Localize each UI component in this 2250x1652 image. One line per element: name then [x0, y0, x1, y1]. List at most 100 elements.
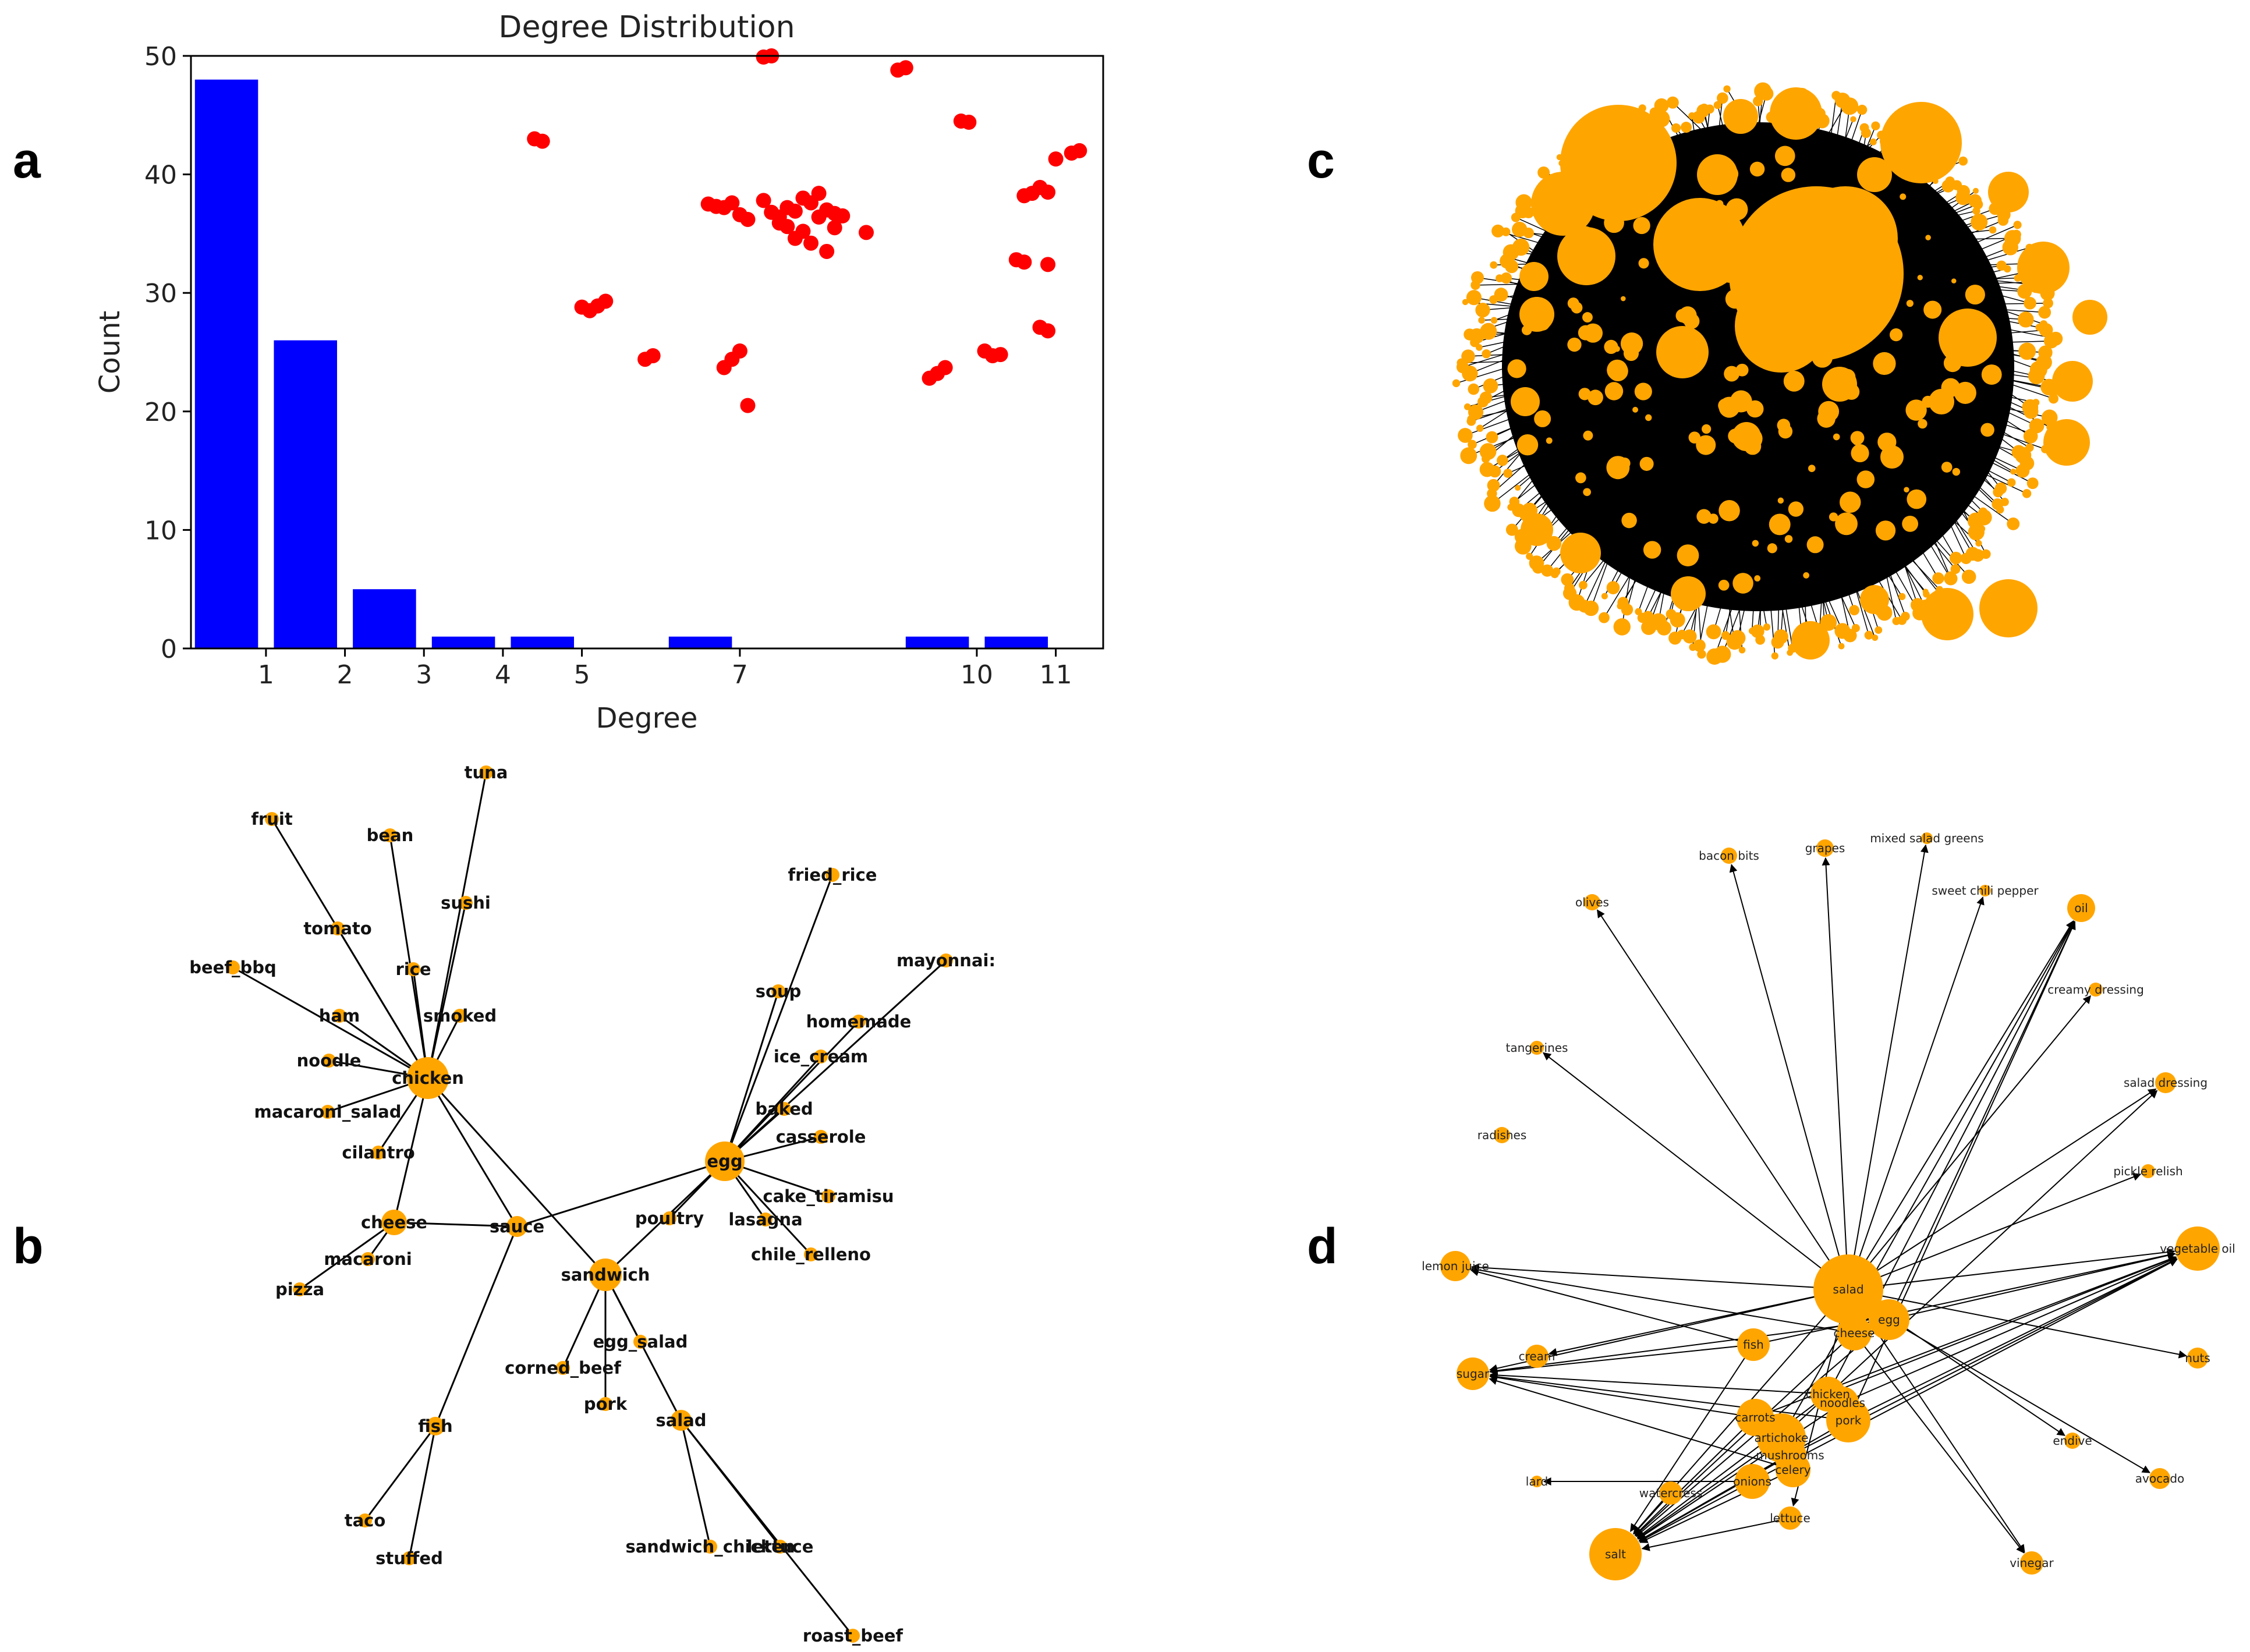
edge-salad-oil	[1848, 920, 2074, 1290]
network-node	[1932, 572, 1944, 584]
node-label-olives: olives	[1575, 895, 1609, 909]
network-node	[1552, 567, 1561, 576]
node-label-egg: egg	[1878, 1313, 1900, 1327]
node-label-sushi: sushi	[441, 893, 491, 913]
node-label-lettuce: lettuce	[1770, 1511, 1810, 1525]
network-node	[1965, 284, 1985, 305]
x-tick-label: 4	[495, 660, 511, 690]
network-node	[1588, 389, 1603, 406]
x-tick-label: 1	[258, 660, 274, 690]
edge-egg-avocado	[1888, 1319, 2150, 1473]
node-label-pork: pork	[1836, 1413, 1862, 1427]
network-node	[1989, 226, 1997, 234]
network-edge	[1604, 321, 1748, 597]
network-node	[1606, 456, 1630, 480]
node-label-casserole: casserole	[776, 1127, 866, 1147]
node-label-watercress: watercress	[1639, 1486, 1702, 1500]
network-node	[1617, 602, 1624, 609]
edge-chicken-tuna	[427, 772, 487, 1079]
network-node	[2007, 517, 2020, 530]
node-label-cake-tiramisu: cake_tiramisu	[763, 1186, 894, 1206]
node-label-salad-dressing: salad dressing	[2124, 1076, 2208, 1090]
network-node	[1996, 505, 2004, 514]
scatter-point	[756, 193, 771, 208]
edge-carrots-sugar	[1489, 1373, 1756, 1418]
node-label-mixed-salad-greens: mixed salad greens	[1870, 831, 1983, 845]
node-casserole	[814, 1130, 828, 1144]
node-bacon-bits	[1721, 848, 1737, 864]
network-node	[1475, 302, 1490, 318]
scatter-point	[795, 224, 811, 239]
network-node	[1713, 101, 1722, 109]
node-label-baked: baked	[755, 1099, 813, 1119]
network-node	[1501, 227, 1511, 236]
network-node	[1607, 361, 1628, 382]
network-node	[1728, 428, 1743, 444]
network-node	[1671, 123, 1681, 133]
network-node	[1604, 382, 1624, 400]
node-label-ham: ham	[319, 1006, 360, 1026]
network-node	[1561, 573, 1574, 586]
network-node	[1521, 325, 1532, 335]
hub-node	[2072, 300, 2107, 335]
node-label-radishes: radishes	[1477, 1128, 1527, 1142]
network-node	[1971, 214, 1988, 231]
network-node	[1507, 359, 1526, 378]
network-node	[1718, 500, 1740, 522]
network-node	[1486, 431, 1498, 444]
node-label-tomato: tomato	[303, 919, 371, 938]
node-smoked	[453, 1009, 467, 1023]
edge-pork-vegetable-oil	[1848, 1258, 2178, 1421]
node-macaroni	[361, 1252, 375, 1266]
network-edge	[1540, 349, 1735, 537]
edge-celery-sugar	[1489, 1377, 1794, 1470]
edge-salad-roast-beef	[680, 1420, 854, 1636]
network-node	[1748, 628, 1756, 634]
node-endive	[2064, 1433, 2081, 1449]
node-label-chicken: chicken	[1806, 1387, 1850, 1401]
scatter-point	[993, 347, 1008, 363]
network-node	[1799, 208, 1807, 217]
x-tick-label: 2	[337, 660, 353, 690]
network-node	[1941, 378, 1961, 398]
network-node	[2026, 477, 2039, 490]
scatter-point	[779, 219, 795, 235]
hub-node	[1560, 533, 1601, 573]
node-label-pork: pork	[584, 1394, 628, 1414]
scatter-point	[819, 243, 835, 259]
network-node	[1980, 423, 1994, 437]
hub-node	[1860, 585, 1889, 614]
node-vinegar	[2020, 1551, 2043, 1575]
network-node	[1613, 618, 1631, 636]
network-edge	[1613, 350, 1743, 588]
network-edge	[1721, 331, 1856, 629]
chart-title: Degree Distribution	[498, 10, 795, 45]
network-node	[1951, 278, 1957, 283]
hub-node	[1979, 579, 2038, 637]
network-edge	[1505, 231, 1683, 353]
network-node	[1633, 217, 1650, 235]
node-tangerines	[1530, 1041, 1544, 1055]
edge-fish-vegetable-oil	[1753, 1251, 2176, 1345]
scatter-point	[645, 348, 661, 364]
network-node	[1718, 398, 1732, 413]
edge-salad-grapes	[1822, 857, 1849, 1290]
node-layer	[226, 765, 953, 1643]
network-node	[1466, 290, 1482, 306]
network-node	[1838, 643, 1845, 650]
node-label-fried-rice: fried_rice	[788, 865, 877, 885]
edge-fish-lemon-juice	[1470, 1268, 1754, 1345]
node-taco	[358, 1513, 372, 1527]
node-label-soup: soup	[756, 981, 802, 1001]
node-nuts	[2187, 1348, 2208, 1369]
network-edge	[1768, 358, 1855, 611]
network-node	[1512, 504, 1526, 517]
edge-artichoke-salad-dressing	[1781, 1090, 2158, 1438]
network-node	[1464, 403, 1471, 410]
node-pork	[1826, 1398, 1870, 1442]
network-node	[1843, 384, 1860, 400]
network-node	[1666, 609, 1677, 620]
node-label-egg: egg	[707, 1151, 742, 1171]
network-node	[1869, 180, 1874, 185]
edge-chicken-tomato	[336, 928, 429, 1079]
